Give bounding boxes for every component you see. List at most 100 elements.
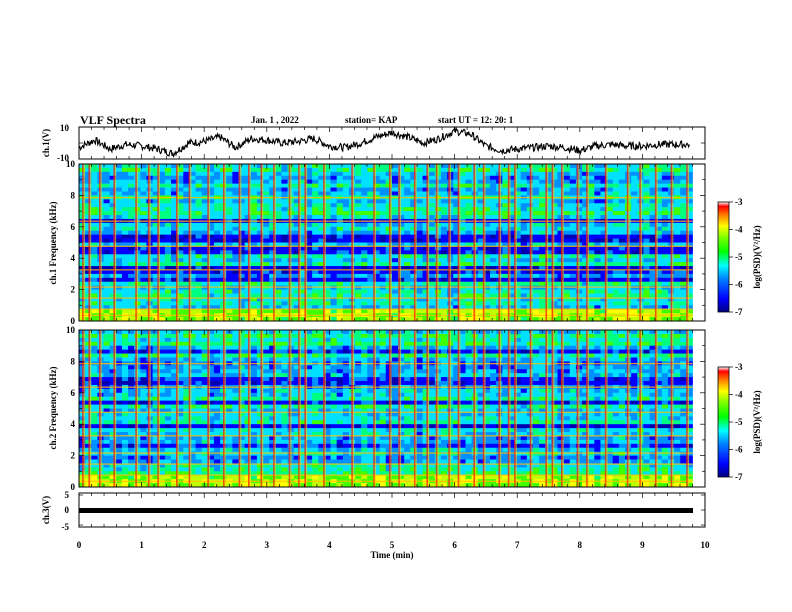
spectrogram-cell <box>183 262 190 267</box>
spectrogram-cell <box>355 281 362 287</box>
spectrogram-cell <box>158 211 166 216</box>
spectrogram-cell <box>483 317 491 322</box>
spectrogram-cell <box>109 273 117 279</box>
spectrogram-cell <box>152 341 160 347</box>
spectrogram-cell <box>514 333 522 339</box>
spectrogram-cell <box>305 345 313 351</box>
spectrogram-cell <box>275 164 282 169</box>
colorbar-tick-label: -6 <box>735 280 743 290</box>
spectrogram-cell <box>177 222 184 228</box>
spectrogram-cell <box>293 191 301 196</box>
spectrogram-cell <box>563 258 571 263</box>
spectrogram-cell <box>477 293 485 298</box>
spectrogram-cell <box>594 333 601 339</box>
spectrogram-cell <box>582 277 589 283</box>
spectrogram-cell <box>404 262 411 267</box>
spectrogram-cell <box>643 258 650 263</box>
spectrogram-cell <box>631 246 638 251</box>
spectrogram-cell <box>128 297 135 302</box>
spectrogram-cell <box>416 309 423 314</box>
spectrogram-cell <box>661 301 669 306</box>
spectrogram-cell <box>514 191 522 196</box>
spectrogram-cell <box>551 281 558 287</box>
spectrogram-cell <box>514 215 522 220</box>
spectrogram-cell <box>379 226 387 232</box>
spectrogram-cell <box>207 187 215 192</box>
spectrogram-cell <box>398 191 405 196</box>
spectrogram-cell <box>686 345 693 351</box>
spectrogram-cell <box>398 277 405 283</box>
spectrogram-cell <box>238 250 246 255</box>
spectrogram-cell <box>103 281 111 287</box>
spectrogram-cell <box>674 203 681 208</box>
spectrogram-burst-halo <box>628 164 630 321</box>
spectrogram-cell <box>121 164 129 169</box>
spectrogram-cell <box>594 207 601 212</box>
spectrogram-ch1-ticks <box>78 163 706 322</box>
spectrogram-cell <box>128 250 135 255</box>
spectrogram-cell <box>256 179 264 185</box>
spectrogram-cell <box>171 164 178 169</box>
spectrogram-cell <box>195 167 203 173</box>
spectrogram-cell <box>422 222 430 228</box>
spectrogram-cell <box>201 183 209 188</box>
spectrogram-cell <box>649 269 657 275</box>
spectrogram-cell <box>355 266 362 271</box>
spectrogram-cell <box>238 175 246 181</box>
spectrogram-cell <box>520 330 528 335</box>
spectrogram-cell <box>410 262 417 267</box>
spectrogram-cell <box>557 222 565 228</box>
spectrogram-cell <box>177 187 184 192</box>
spectrogram-cell <box>686 183 693 188</box>
spectrogram-cell <box>594 215 601 220</box>
spectrogram-cell <box>109 211 117 216</box>
spectrogram-cell <box>661 211 669 216</box>
spectrogram-cell <box>514 266 522 271</box>
spectrogram-cell <box>312 246 319 251</box>
spectrogram-cell <box>281 330 288 335</box>
spectrogram-cell <box>299 341 307 347</box>
spectrogram-cell <box>342 349 350 354</box>
spectrogram-cell <box>680 297 687 302</box>
spectrogram-cell <box>324 305 331 310</box>
spectrogram-cell <box>477 199 485 204</box>
spectrogram-cell <box>661 281 669 287</box>
spectrogram-cell <box>336 179 344 185</box>
spectrogram-cell <box>103 230 111 236</box>
spectrogram-cell <box>404 254 411 259</box>
spectrogram-cell <box>410 199 417 204</box>
spectrogram-cell <box>177 175 184 181</box>
spectrogram-cell <box>520 234 528 239</box>
spectrogram-cell <box>532 215 540 220</box>
spectrogram-cell <box>674 230 681 236</box>
spectrogram-cell <box>379 273 387 279</box>
spectrogram-cell <box>183 207 190 212</box>
spectrogram-cell <box>91 285 98 291</box>
spectrogram-cell <box>483 203 491 208</box>
spectrogram-cell <box>459 167 466 173</box>
spectrogram-cell <box>686 337 693 343</box>
spectrogram-cell <box>674 215 681 220</box>
spectrogram-cell <box>428 238 436 243</box>
spectrogram-cell <box>305 289 313 294</box>
spectrogram-cell <box>588 203 595 208</box>
spectrogram-cell <box>269 293 276 298</box>
spectrogram-cell <box>373 199 380 204</box>
spectrogram-cell <box>226 171 233 177</box>
spectrogram-cell <box>115 269 123 275</box>
spectrogram-cell <box>299 301 307 306</box>
spectrogram-cell <box>453 289 460 294</box>
spectrogram-cell <box>183 175 190 181</box>
spectrogram-cell <box>115 309 123 314</box>
freq-tick-label: 4 <box>71 253 76 263</box>
spectrogram-cell <box>103 301 111 306</box>
spectrogram-cell <box>490 266 497 271</box>
spectrogram-cell <box>281 246 288 251</box>
spectrogram-cell <box>440 285 448 291</box>
spectrogram-cell <box>361 215 368 220</box>
spectrogram-cell <box>263 238 270 243</box>
spectrogram-cell <box>398 345 405 351</box>
spectrogram-cell <box>514 269 522 275</box>
spectrogram-cell <box>557 187 565 192</box>
spectrogram-cell <box>618 199 626 204</box>
